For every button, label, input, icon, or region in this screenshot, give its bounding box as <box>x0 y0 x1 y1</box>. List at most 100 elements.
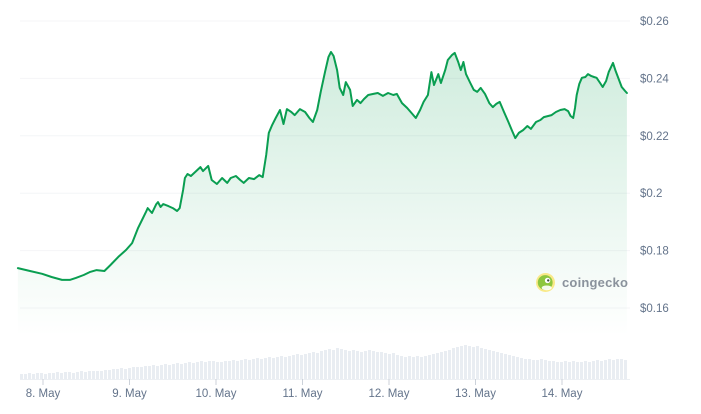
volume-bar <box>172 364 175 379</box>
volume-bar <box>132 367 135 379</box>
volume-bar <box>92 371 95 379</box>
volume-bar <box>600 361 603 379</box>
volume-bar <box>364 351 367 379</box>
volume-bar <box>320 351 323 379</box>
volume-bar <box>160 365 163 379</box>
x-axis-label: 14. May <box>542 388 583 400</box>
volume-bar <box>312 352 315 379</box>
volume-bar <box>432 354 435 379</box>
volume-bar <box>524 359 527 379</box>
volume-bar <box>332 350 335 379</box>
volume-bar <box>520 358 523 379</box>
volume-bar <box>404 357 407 379</box>
volume-bar <box>308 353 311 379</box>
volume-bar <box>576 362 579 379</box>
y-axis-label: $0.18 <box>640 246 669 258</box>
volume-bar <box>112 369 115 379</box>
volume-bar <box>476 346 479 379</box>
volume-bar <box>596 360 599 379</box>
volume-bar <box>440 352 443 379</box>
volume-bar <box>452 348 455 379</box>
volume-bar <box>568 362 571 379</box>
volume-bar <box>280 356 283 379</box>
volume-bar <box>436 353 439 379</box>
volume-bar <box>572 361 575 379</box>
volume-bar <box>420 357 423 379</box>
volume-bar <box>460 346 463 379</box>
volume-bar <box>184 363 187 379</box>
volume-bar <box>424 356 427 379</box>
volume-bar <box>620 359 623 379</box>
volume-bar <box>240 360 243 379</box>
volume-bar <box>120 368 123 379</box>
volume-bar <box>616 359 619 379</box>
volume-bar <box>500 353 503 379</box>
volume-bar <box>164 364 167 379</box>
volume-bar <box>484 349 487 379</box>
volume-bar <box>220 362 223 379</box>
volume-bar <box>268 357 271 379</box>
volume-bar <box>528 359 531 379</box>
volume-bar <box>564 361 567 379</box>
x-axis-label: 9. May <box>112 388 147 400</box>
volume-bar <box>392 353 395 379</box>
volume-bar <box>60 373 63 379</box>
coingecko-gecko-icon <box>536 273 555 292</box>
volume-bar <box>544 360 547 379</box>
volume-bar <box>44 374 47 379</box>
volume-bar <box>244 359 247 379</box>
volume-bar <box>176 363 179 379</box>
volume-bar <box>212 361 215 379</box>
volume-bar <box>124 369 127 379</box>
volume-bar <box>532 360 535 379</box>
price-area-fill <box>17 52 627 336</box>
volume-bar <box>400 356 403 379</box>
volume-bar <box>248 360 251 379</box>
y-axis-label: $0.2 <box>640 188 662 200</box>
coingecko-watermark[interactable]: coingecko <box>536 273 628 292</box>
volume-bar <box>416 356 419 379</box>
volume-bar <box>80 371 83 379</box>
volume-bar <box>504 354 507 379</box>
volume-bar <box>196 362 199 379</box>
volume-bar <box>64 372 67 379</box>
volume-bar <box>100 371 103 379</box>
volume-bar <box>344 350 347 379</box>
volume-bar <box>428 355 431 379</box>
volume-bar <box>188 362 191 379</box>
volume-bar <box>168 365 171 379</box>
volume-bar <box>52 373 55 379</box>
volume-bar <box>540 359 543 379</box>
volume-bar <box>192 363 195 379</box>
volume-bar <box>456 347 459 379</box>
volume-bar <box>204 362 207 379</box>
volume-bar <box>396 355 399 379</box>
volume-bar <box>372 351 375 379</box>
volume-bar <box>296 354 299 379</box>
volume-bar <box>276 357 279 379</box>
volume-bar <box>496 352 499 379</box>
y-axis-label: $0.24 <box>640 73 669 85</box>
volume-bar <box>516 357 519 379</box>
volume-bar <box>360 352 363 379</box>
volume-bar <box>468 346 471 379</box>
volume-bar <box>508 355 511 379</box>
volume-bar <box>36 373 39 379</box>
volume-bar <box>448 350 451 379</box>
volume-bar <box>480 348 483 379</box>
volume-bar <box>256 358 259 379</box>
volume-bar <box>556 362 559 379</box>
volume-bar <box>552 361 555 379</box>
coingecko-watermark-label: coingecko <box>562 275 629 290</box>
volume-bar <box>608 359 611 379</box>
volume-bar <box>612 360 615 379</box>
volume-bar <box>48 373 51 379</box>
volume-bar <box>140 367 143 379</box>
volume-bar <box>200 361 203 379</box>
volume-bar <box>412 357 415 379</box>
volume-bar <box>472 347 475 379</box>
volume-bar <box>236 361 239 379</box>
volume-bar <box>488 350 491 379</box>
volume-bar <box>224 361 227 379</box>
